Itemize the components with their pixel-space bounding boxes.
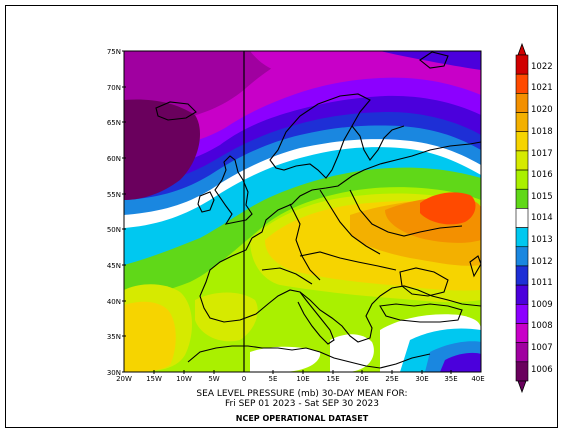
lon-label: 5E xyxy=(269,375,278,383)
lat-label: 45N xyxy=(107,262,121,270)
legend-swatch xyxy=(515,93,529,113)
lat-label: 55N xyxy=(107,191,121,199)
legend-label: 1008 xyxy=(531,321,553,331)
color-legend: 1022 1021 1020 1018 1017 1016 1015 1014 … xyxy=(515,42,553,394)
coastlines xyxy=(155,51,481,369)
lat-label: 30N xyxy=(107,369,121,377)
legend-swatch xyxy=(515,208,529,228)
legend-label: 1017 xyxy=(531,149,553,159)
legend-swatch xyxy=(515,284,529,305)
lon-label: 10W xyxy=(176,375,192,383)
legend-label: 1022 xyxy=(531,62,553,72)
longitude-ticks xyxy=(153,370,452,374)
legend-label: 1009 xyxy=(531,300,553,310)
map-title-line1: SEA LEVEL PRESSURE (mb) 30-DAY MEAN FOR: xyxy=(196,389,407,399)
legend-boxes xyxy=(515,54,529,382)
lat-label: 40N xyxy=(107,298,121,306)
longitude-axis: 20W 15W 10W 5W 0 5E 10E 15E 20E 25E 30E … xyxy=(116,375,485,383)
legend-label: 1015 xyxy=(531,192,553,202)
legend-swatch xyxy=(515,73,529,94)
legend-label: 1011 xyxy=(531,278,553,288)
lon-label: 20E xyxy=(355,375,368,383)
lon-label: 30E xyxy=(415,375,428,383)
legend-label: 1007 xyxy=(531,343,553,353)
latitude-ticks xyxy=(122,50,126,373)
legend-swatch xyxy=(515,323,529,343)
lon-label: 35E xyxy=(444,375,457,383)
legend-label: 1012 xyxy=(531,257,553,267)
legend-label: 1020 xyxy=(531,105,553,115)
lon-label: 25E xyxy=(385,375,398,383)
lon-label: 15E xyxy=(326,375,339,383)
legend-label: 1021 xyxy=(531,83,553,93)
legend-swatch xyxy=(515,246,529,267)
legend-arrow-top xyxy=(517,42,527,56)
lon-label: 0 xyxy=(242,375,246,383)
legend-label: 1016 xyxy=(531,170,553,180)
lon-label: 10E xyxy=(296,375,309,383)
legend-swatch xyxy=(515,227,529,248)
legend-label: 1014 xyxy=(531,213,553,223)
legend-swatch xyxy=(515,342,529,363)
legend-label: 1018 xyxy=(531,127,553,137)
legend-arrow-bottom xyxy=(517,380,527,394)
legend-swatch xyxy=(515,54,529,75)
lon-label: 5W xyxy=(208,375,219,383)
pressure-field xyxy=(124,51,481,372)
legend-label: 1006 xyxy=(531,365,553,375)
lat-label: 75N xyxy=(107,48,121,56)
legend-labels: 1022 1021 1020 1018 1017 1016 1015 1014 … xyxy=(531,62,553,375)
lon-label: 40E xyxy=(471,375,484,383)
legend-swatch xyxy=(515,150,529,171)
legend-swatch xyxy=(515,131,529,152)
lon-label: 15W xyxy=(146,375,162,383)
lat-label: 60N xyxy=(107,155,121,163)
lon-label: 20W xyxy=(116,375,132,383)
lat-label: 70N xyxy=(107,84,121,92)
legend-label: 1013 xyxy=(531,235,553,245)
legend-swatch xyxy=(515,265,529,286)
legend-swatch xyxy=(515,169,529,190)
latitude-axis: 75N 70N 65N 60N 55N 50N 45N 40N 35N 30N xyxy=(107,48,121,377)
lat-label: 65N xyxy=(107,119,121,127)
legend-swatch xyxy=(515,303,529,324)
legend-swatch xyxy=(515,361,529,382)
legend-swatch xyxy=(515,112,529,133)
map-title-line2: Fri SEP 01 2023 - Sat SEP 30 2023 xyxy=(225,399,379,409)
map-source: NCEP OPERATIONAL DATASET xyxy=(236,414,369,423)
lat-label: 35N xyxy=(107,333,121,341)
legend-swatch xyxy=(515,188,529,209)
lat-label: 50N xyxy=(107,226,121,234)
